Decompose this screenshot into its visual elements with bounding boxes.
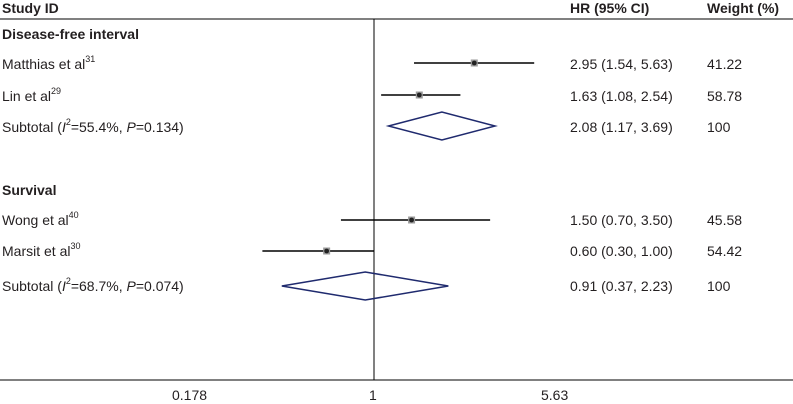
study-weight-marsit: 54.42 <box>707 243 743 259</box>
point-estimate-wong <box>409 217 414 223</box>
subtotal-label-survival: Subtotal (I2=68.7%, P=0.074) <box>2 276 184 294</box>
subtotal-label-disease-free: Subtotal (I2=55.4%, P=0.134) <box>2 117 184 135</box>
study-hr-ci-matthias: 2.95 (1.54, 5.63) <box>570 56 673 72</box>
header-weight: Weight (%) <box>707 0 780 16</box>
group-title-disease-free: Disease-free interval <box>2 26 139 42</box>
point-estimate-matthias <box>471 60 477 66</box>
subtotal-weight-disease-free: 100 <box>707 119 731 135</box>
study-hr-ci-wong: 1.50 (0.70, 3.50) <box>570 212 673 228</box>
study-label-marsit: Marsit et al30 <box>2 241 81 259</box>
subtotal-diamond-1 <box>281 271 449 301</box>
header-hr-ci: HR (95% CI) <box>570 0 650 16</box>
study-hr-ci-marsit: 0.60 (0.30, 1.00) <box>570 243 673 259</box>
study-weight-lin: 58.78 <box>707 88 743 104</box>
group-title-survival: Survival <box>2 182 57 198</box>
study-weight-matthias: 41.22 <box>707 56 743 72</box>
x-tick-label-1: 1 <box>369 387 377 403</box>
study-hr-ci-lin: 1.63 (1.08, 2.54) <box>570 88 673 104</box>
header-study-id: Study ID <box>2 0 59 16</box>
x-tick-label-0178: 0.178 <box>172 387 208 403</box>
study-label-lin: Lin et al29 <box>2 86 62 104</box>
subtotal-hr-ci-disease-free: 2.08 (1.17, 3.69) <box>570 119 673 135</box>
subtotal-weight-survival: 100 <box>707 278 731 294</box>
study-label-wong: Wong et al40 <box>2 210 79 228</box>
study-label-matthias: Matthias et al31 <box>2 54 96 72</box>
subtotal-diamond-0 <box>385 111 498 141</box>
study-weight-wong: 45.58 <box>707 212 743 228</box>
point-estimate-marsit <box>324 248 330 254</box>
subtotal-hr-ci-survival: 0.91 (0.37, 2.23) <box>570 278 673 294</box>
point-estimate-lin <box>416 92 422 98</box>
x-tick-label-563: 5.63 <box>541 387 569 403</box>
